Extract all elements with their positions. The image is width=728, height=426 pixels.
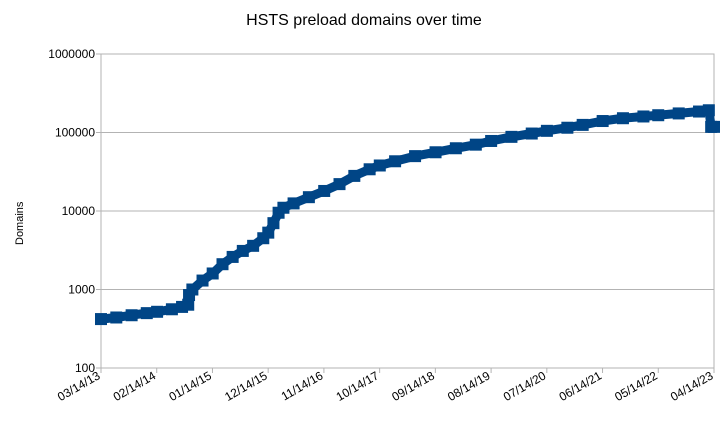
data-point bbox=[277, 201, 290, 214]
x-tick-label: 10/14/17 bbox=[334, 368, 382, 404]
y-tick-label: 1000000 bbox=[48, 47, 95, 61]
data-point bbox=[262, 226, 275, 239]
data-point bbox=[637, 110, 650, 123]
x-tick-label: 04/14/23 bbox=[668, 368, 716, 404]
data-point bbox=[165, 303, 178, 316]
data-point bbox=[693, 105, 706, 118]
y-axis-label: Domains bbox=[14, 201, 26, 245]
data-point bbox=[302, 191, 315, 204]
data-point bbox=[287, 197, 300, 210]
data-point bbox=[247, 239, 260, 252]
data-point bbox=[226, 250, 239, 263]
data-point bbox=[576, 118, 589, 131]
y-tick-label: 10000 bbox=[62, 204, 96, 218]
data-point bbox=[616, 112, 629, 125]
x-tick-label: 02/14/14 bbox=[111, 368, 159, 404]
data-point bbox=[348, 169, 361, 182]
data-point bbox=[267, 217, 280, 230]
data-point bbox=[236, 244, 249, 257]
data-point bbox=[505, 130, 518, 143]
x-tick-label: 07/14/20 bbox=[501, 368, 549, 404]
data-point bbox=[561, 121, 574, 134]
y-tick-label: 100 bbox=[75, 361, 95, 375]
data-point bbox=[702, 104, 715, 117]
data-point bbox=[540, 124, 553, 137]
data-point bbox=[206, 267, 219, 280]
data-point bbox=[196, 274, 209, 287]
data-point bbox=[363, 163, 376, 176]
data-point bbox=[708, 120, 720, 133]
data-point bbox=[95, 313, 107, 326]
data-point bbox=[525, 127, 538, 140]
data-point bbox=[318, 184, 331, 197]
data-point bbox=[469, 138, 482, 151]
chart-title: HSTS preload domains over time bbox=[246, 12, 482, 29]
data-point bbox=[186, 283, 199, 296]
x-tick-label: 01/14/15 bbox=[166, 368, 214, 404]
data-point bbox=[389, 155, 402, 168]
x-tick-label: 06/14/21 bbox=[557, 368, 605, 404]
data-point bbox=[672, 107, 685, 120]
x-tick-label: 12/14/15 bbox=[222, 368, 270, 404]
x-tick-label: 05/14/22 bbox=[612, 368, 660, 404]
y-tick-label: 1000 bbox=[68, 283, 95, 297]
data-point bbox=[429, 146, 442, 159]
y-tick-label: 100000 bbox=[55, 126, 95, 140]
data-point bbox=[110, 311, 123, 324]
data-point bbox=[409, 150, 422, 163]
data-point bbox=[449, 142, 462, 155]
data-point bbox=[652, 109, 665, 122]
data-point bbox=[182, 298, 195, 311]
x-tick-label: 08/14/19 bbox=[445, 368, 493, 404]
data-point bbox=[151, 305, 164, 318]
x-tick-label: 11/14/16 bbox=[279, 368, 326, 403]
data-point bbox=[596, 115, 609, 128]
data-point bbox=[333, 178, 346, 191]
data-point bbox=[125, 309, 138, 322]
data-point bbox=[140, 307, 153, 320]
data-point bbox=[216, 258, 229, 271]
x-tick-label: 09/14/18 bbox=[389, 368, 437, 404]
data-point bbox=[373, 159, 386, 172]
data-point bbox=[485, 134, 498, 147]
